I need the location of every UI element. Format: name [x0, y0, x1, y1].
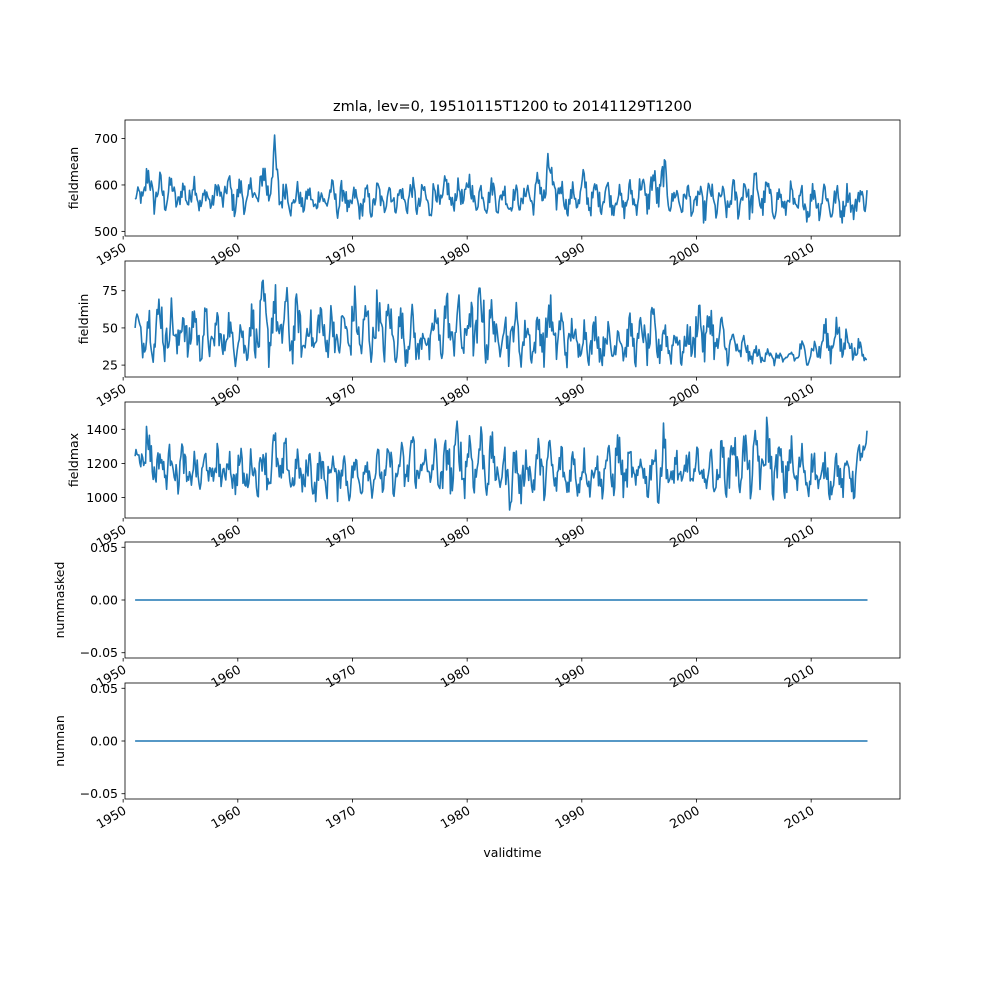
y-tick-label: 50 — [102, 320, 118, 335]
y-axis-label: fieldmax — [66, 433, 81, 487]
y-axis-label: fieldmean — [66, 147, 81, 209]
y-tick-label: 700 — [94, 131, 118, 146]
figure-title: zmla, lev=0, 19510115T1200 to 20141129T1… — [333, 99, 692, 115]
y-tick-label: 600 — [94, 177, 118, 192]
y-tick-label: −0.05 — [80, 786, 118, 801]
axes-frame — [124, 119, 901, 237]
y-tick-label: 25 — [102, 358, 118, 373]
y-tick-label: 0.00 — [90, 593, 118, 608]
axes-frame — [124, 401, 901, 519]
axes-frame — [124, 260, 901, 378]
series-line-fieldmax — [134, 416, 868, 511]
y-tick-label: 1000 — [86, 490, 118, 505]
y-tick-label: 75 — [102, 283, 118, 298]
y-tick-label: 0.00 — [90, 734, 118, 749]
y-tick-label: −0.05 — [80, 645, 118, 660]
y-axis-label: numnan — [52, 715, 67, 767]
y-tick-label: 1200 — [86, 456, 118, 471]
y-tick-label: 0.05 — [90, 681, 118, 696]
y-tick-label: 1400 — [86, 422, 118, 437]
y-tick-label: 0.05 — [90, 540, 118, 555]
x-axis-label: validtime — [483, 845, 541, 860]
y-axis-label: nummasked — [52, 562, 67, 639]
series-line-fieldmean — [134, 134, 868, 224]
series-line-fieldmin — [134, 279, 868, 369]
y-axis-label: fieldmin — [76, 294, 91, 345]
y-tick-label: 500 — [94, 224, 118, 239]
